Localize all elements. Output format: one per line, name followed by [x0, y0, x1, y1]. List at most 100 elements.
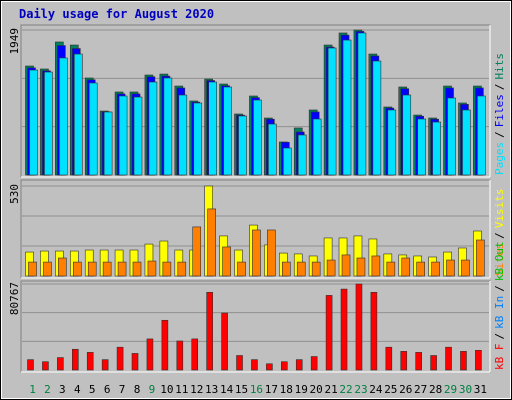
x-tick-label: 15	[235, 383, 248, 396]
bar	[477, 95, 486, 176]
bar	[340, 288, 348, 371]
bar	[162, 261, 172, 277]
bar	[59, 57, 68, 176]
bar	[447, 97, 456, 176]
bar	[475, 350, 482, 371]
legend: kB F / kB In / kB Out	[493, 241, 506, 370]
bar	[327, 47, 337, 176]
legend-entry: Hits	[493, 53, 506, 80]
x-tick-label: 5	[89, 383, 96, 396]
plot-area	[20, 280, 491, 373]
bar	[401, 257, 411, 277]
bar	[208, 81, 217, 176]
bar	[178, 94, 188, 176]
bar	[416, 261, 425, 277]
legend-separator: /	[493, 285, 506, 292]
bar	[297, 134, 307, 176]
bar	[42, 361, 49, 371]
x-tick-label: 31	[474, 383, 487, 396]
legend-entry: kB Out	[493, 241, 506, 281]
x-tick-label: 7	[119, 383, 126, 396]
bar	[133, 96, 143, 176]
bar	[311, 261, 321, 277]
legend-entry: Sites	[493, 243, 506, 276]
bar	[116, 346, 124, 371]
legend-entry: kB In	[493, 296, 506, 329]
bar	[177, 261, 187, 277]
bar	[206, 291, 213, 371]
bar	[371, 255, 381, 277]
bar	[237, 261, 246, 277]
bar	[370, 291, 378, 371]
chart-title: Daily usage for August 2020	[19, 7, 214, 21]
bar	[253, 99, 262, 176]
legend-entry: Visits	[493, 189, 506, 229]
bar	[385, 346, 393, 371]
x-tick-label: 4	[74, 383, 81, 396]
y-tick-label: 1949	[8, 28, 21, 55]
bar	[341, 254, 351, 277]
legend-separator: /	[493, 131, 506, 138]
x-tick-label: 26	[399, 383, 412, 396]
bar	[238, 115, 247, 176]
bar	[461, 259, 470, 277]
x-tick-label: 17	[265, 383, 278, 396]
bar	[148, 81, 158, 176]
bar	[132, 261, 142, 277]
bar	[268, 123, 277, 176]
bar	[415, 352, 422, 371]
bar	[163, 77, 173, 176]
bar	[72, 261, 82, 277]
bar	[131, 353, 139, 371]
bar	[431, 261, 440, 277]
x-tick-label: 9	[149, 383, 156, 396]
bar	[236, 355, 243, 371]
x-tick-label: 10	[160, 383, 173, 396]
bar	[446, 259, 455, 277]
legend: Sites / Visits	[493, 189, 506, 277]
bar	[355, 283, 363, 371]
bar	[266, 363, 273, 371]
bar	[372, 60, 382, 176]
bar	[118, 95, 128, 176]
bar	[251, 359, 258, 371]
bar	[28, 261, 37, 277]
bar	[191, 338, 199, 371]
bar	[43, 261, 52, 277]
bar	[44, 71, 53, 176]
bar	[102, 261, 112, 277]
bar	[101, 359, 109, 371]
x-tick-label: 18	[280, 383, 293, 396]
x-tick-label: 27	[414, 383, 427, 396]
bar	[27, 359, 34, 371]
bar	[221, 312, 228, 371]
bar	[73, 53, 83, 176]
x-tick-label: 28	[429, 383, 442, 396]
x-tick-label: 12	[190, 383, 203, 396]
bar	[387, 109, 397, 176]
bar	[207, 208, 216, 277]
bar	[176, 340, 184, 371]
bar	[310, 356, 318, 371]
bar	[58, 257, 67, 277]
bar	[57, 357, 64, 371]
bar	[326, 259, 336, 277]
legend-separator: /	[493, 232, 506, 239]
bar	[222, 246, 231, 277]
x-tick-label: 6	[104, 383, 111, 396]
bar	[357, 32, 367, 176]
bar	[88, 82, 98, 176]
bar	[356, 257, 366, 277]
bar	[312, 118, 322, 176]
bar	[282, 261, 291, 277]
x-tick-label: 1	[29, 383, 36, 396]
x-tick-label: 19	[295, 383, 308, 396]
x-tick-label: 16	[250, 383, 263, 396]
bar	[192, 226, 202, 277]
x-tick-label: 22	[339, 383, 352, 396]
legend-entry: Pages	[493, 142, 506, 175]
bar	[400, 351, 408, 371]
bar	[267, 229, 276, 277]
legend-entry: kB F	[493, 344, 506, 371]
